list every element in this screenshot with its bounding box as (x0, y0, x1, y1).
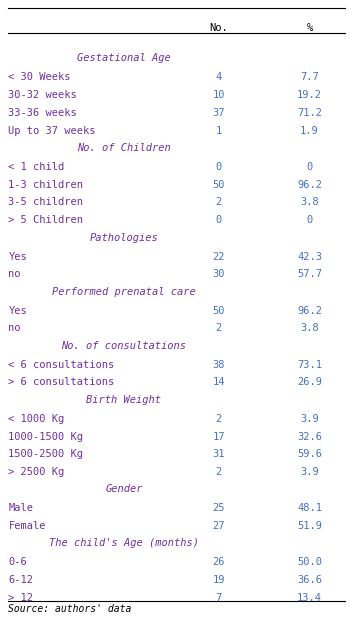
Text: Source: authors' data: Source: authors' data (8, 604, 132, 614)
Text: > 6 consultations: > 6 consultations (8, 378, 115, 387)
Text: no: no (8, 269, 21, 279)
Text: > 12: > 12 (8, 593, 34, 603)
Text: 30: 30 (212, 269, 225, 279)
Text: 48.1: 48.1 (297, 504, 322, 514)
Text: 26: 26 (212, 557, 225, 567)
Text: 10: 10 (212, 90, 225, 100)
Text: 3-5 children: 3-5 children (8, 198, 83, 208)
Text: 37: 37 (212, 108, 225, 118)
Text: 3.8: 3.8 (300, 323, 319, 334)
Text: < 1000 Kg: < 1000 Kg (8, 413, 65, 424)
Text: 73.1: 73.1 (297, 360, 322, 370)
Text: < 30 Weeks: < 30 Weeks (8, 72, 71, 82)
Text: 32.6: 32.6 (297, 431, 322, 441)
Text: %: % (306, 23, 313, 33)
Text: 0: 0 (306, 162, 313, 172)
Text: 0: 0 (306, 215, 313, 226)
Text: Yes: Yes (8, 306, 27, 316)
Text: 38: 38 (212, 360, 225, 370)
Text: 27: 27 (212, 521, 225, 531)
Text: 14: 14 (212, 378, 225, 387)
Text: 4: 4 (215, 72, 222, 82)
Text: 57.7: 57.7 (297, 269, 322, 279)
Text: 2: 2 (215, 467, 222, 477)
Text: Gestational Age: Gestational Age (77, 53, 171, 63)
Text: 31: 31 (212, 449, 225, 459)
Text: Gender: Gender (105, 485, 143, 494)
Text: 1.9: 1.9 (300, 125, 319, 135)
Text: No. of Children: No. of Children (77, 143, 171, 153)
Text: 0-6: 0-6 (8, 557, 27, 567)
Text: 71.2: 71.2 (297, 108, 322, 118)
Text: Pathologies: Pathologies (90, 232, 158, 242)
Text: 2: 2 (215, 198, 222, 208)
Text: Performed prenatal care: Performed prenatal care (52, 287, 196, 297)
Text: 3.9: 3.9 (300, 413, 319, 424)
Text: 17: 17 (212, 431, 225, 441)
Text: No. of consultations: No. of consultations (61, 341, 186, 350)
Text: 22: 22 (212, 252, 225, 261)
Text: Female: Female (8, 521, 46, 531)
Text: < 1 child: < 1 child (8, 162, 65, 172)
Text: 42.3: 42.3 (297, 252, 322, 261)
Text: 96.2: 96.2 (297, 306, 322, 316)
Text: 3.8: 3.8 (300, 198, 319, 208)
Text: > 5 Children: > 5 Children (8, 215, 83, 226)
Text: 26.9: 26.9 (297, 378, 322, 387)
Text: 50.0: 50.0 (297, 557, 322, 567)
Text: 1500-2500 Kg: 1500-2500 Kg (8, 449, 83, 459)
Text: < 6 consultations: < 6 consultations (8, 360, 115, 370)
Text: Male: Male (8, 504, 34, 514)
Text: 30-32 weeks: 30-32 weeks (8, 90, 77, 100)
Text: The child's Age (months): The child's Age (months) (49, 538, 199, 548)
Text: 25: 25 (212, 504, 225, 514)
Text: 2: 2 (215, 323, 222, 334)
Text: 19: 19 (212, 575, 225, 585)
Text: Up to 37 weeks: Up to 37 weeks (8, 125, 96, 135)
Text: 0: 0 (215, 162, 222, 172)
Text: Birth Weight: Birth Weight (86, 395, 161, 405)
Text: 96.2: 96.2 (297, 180, 322, 190)
Text: 1: 1 (215, 125, 222, 135)
Text: 33-36 weeks: 33-36 weeks (8, 108, 77, 118)
Text: 7.7: 7.7 (300, 72, 319, 82)
Text: Yes: Yes (8, 252, 27, 261)
Text: No.: No. (209, 23, 228, 33)
Text: no: no (8, 323, 21, 334)
Text: > 2500 Kg: > 2500 Kg (8, 467, 65, 477)
Text: 2: 2 (215, 413, 222, 424)
Text: 19.2: 19.2 (297, 90, 322, 100)
Text: 36.6: 36.6 (297, 575, 322, 585)
Text: 0: 0 (215, 215, 222, 226)
Text: 1000-1500 Kg: 1000-1500 Kg (8, 431, 83, 441)
Text: 51.9: 51.9 (297, 521, 322, 531)
Text: 50: 50 (212, 306, 225, 316)
Text: 13.4: 13.4 (297, 593, 322, 603)
Text: 1-3 children: 1-3 children (8, 180, 83, 190)
Text: 59.6: 59.6 (297, 449, 322, 459)
Text: 7: 7 (215, 593, 222, 603)
Text: 50: 50 (212, 180, 225, 190)
Text: 3.9: 3.9 (300, 467, 319, 477)
Text: 6-12: 6-12 (8, 575, 34, 585)
